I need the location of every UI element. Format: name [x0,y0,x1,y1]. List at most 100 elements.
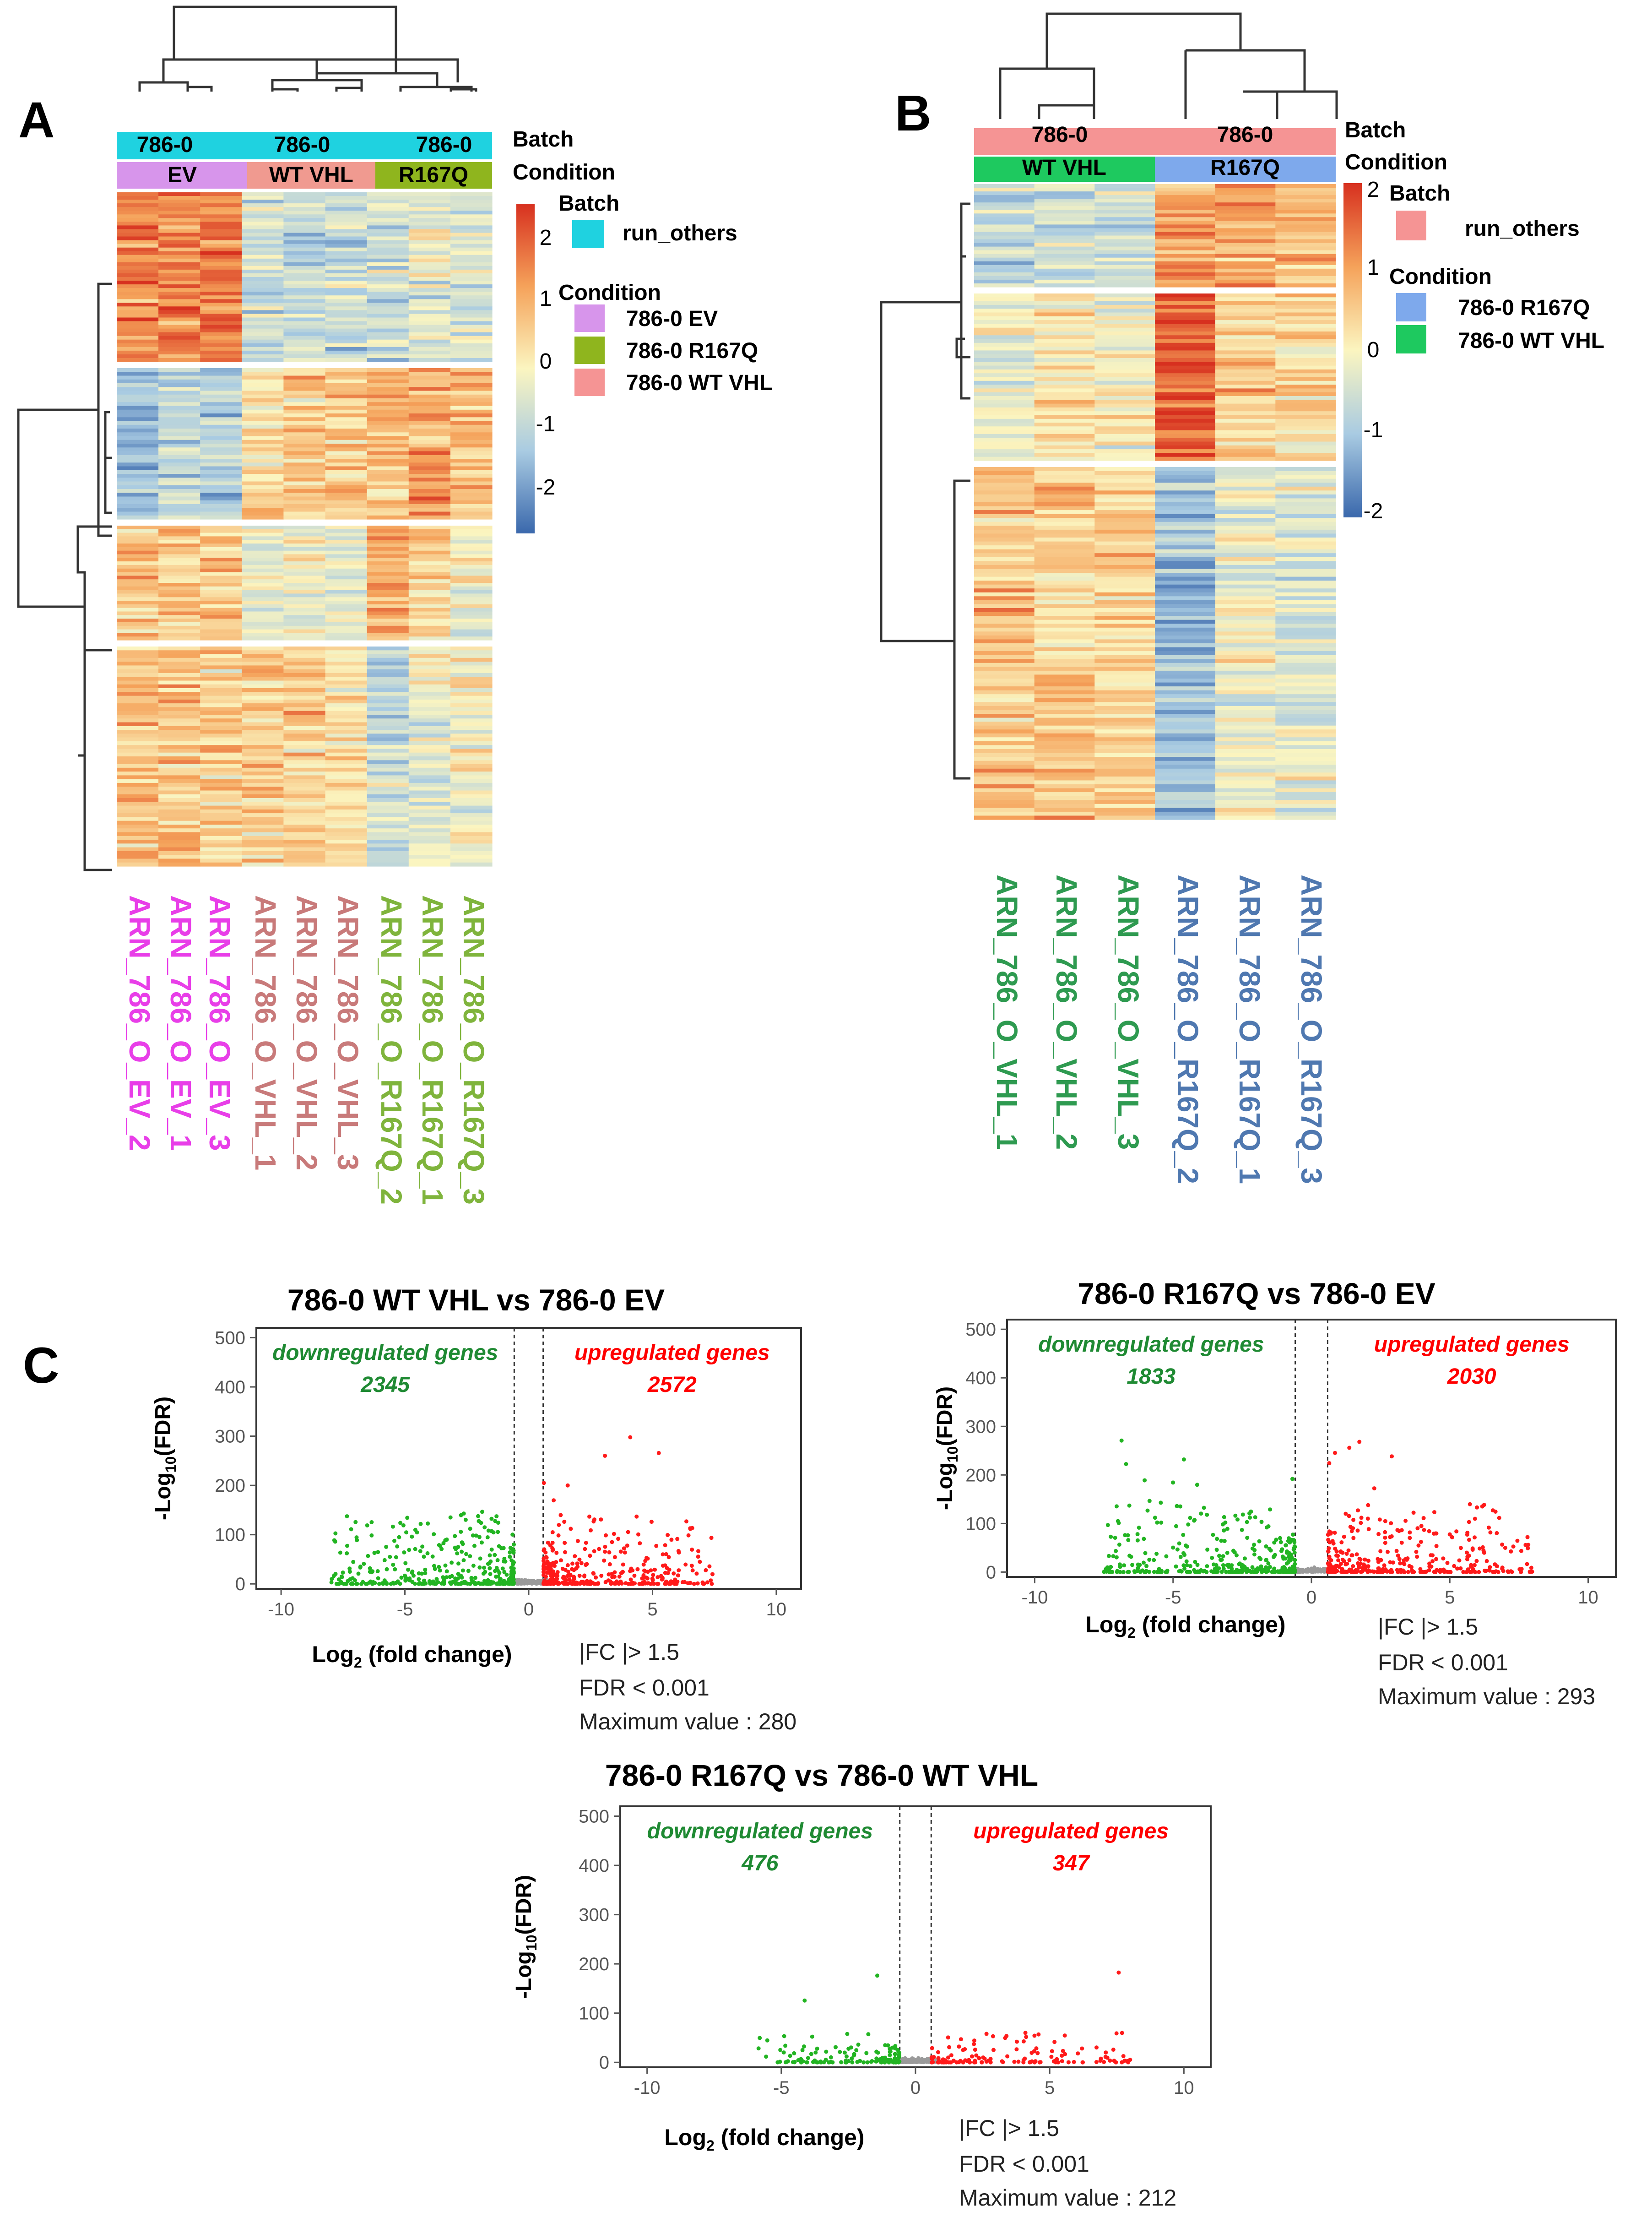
heatmap-cell [1215,331,1276,336]
heatmap-cell [242,696,284,700]
heatmap-cell [1094,733,1155,738]
heatmap-cell [974,616,1035,620]
point-up [649,1520,654,1524]
point-down [1186,1570,1191,1574]
batch-row-label-a: Batch [513,127,574,152]
point-up [572,1576,576,1581]
heatmap-cell [158,699,200,704]
heatmap-cell [325,579,368,583]
heatmap-cell [117,764,159,768]
heatmap-cell [450,572,493,576]
heatmap-cell [450,654,493,658]
point-down [1274,1538,1278,1542]
heatmap-cell [408,851,451,855]
heatmap-cell [325,273,368,277]
heatmap-cell [242,436,284,440]
point-down [418,1522,423,1526]
heatmap-cell [158,379,200,384]
heatmap-cell [117,711,159,715]
heatmap-cell [408,625,451,630]
heatmap-cell [242,277,284,281]
point-up [661,1564,665,1568]
point-up [1452,1564,1457,1568]
y-tick-label: 300 [215,1427,245,1447]
heatmap-cell [242,379,284,384]
heatmap-cell [242,406,284,410]
heatmap-cell [325,277,368,281]
heatmap-cell [200,229,242,233]
heatmap-cell [367,586,409,591]
heatmap-cell [325,440,368,444]
heatmap-cell [1094,293,1155,298]
heatmap-cell [158,240,200,245]
heatmap-cell [408,752,451,757]
heatmap-cell [1094,423,1155,427]
heatmap-cell [1094,445,1155,450]
heatmap-cell [117,787,159,791]
heatmap-cell [1094,426,1155,431]
heatmap-cell [242,244,284,248]
heatmap-cell [450,500,493,505]
heatmap-cell [450,192,493,196]
heatmap-cell [408,665,451,670]
heatmap-cell [367,343,409,348]
point-up [686,1533,691,1538]
heatmap-cell [325,368,368,372]
heatmap-cell [1275,498,1336,503]
heatmap-cell [325,211,368,215]
heatmap-cell [408,696,451,700]
point-up [1467,1538,1471,1542]
heatmap-cell [200,805,242,810]
heatmap-cell [408,192,451,196]
heatmap-cell [1094,811,1155,816]
point-down [477,1519,481,1523]
heatmap-cell [242,402,284,407]
heatmap-cell [158,662,200,666]
heatmap-cell [325,597,368,601]
point-up [1406,1570,1410,1574]
heatmap-cell [974,191,1035,196]
batch-block-label: 786-0 [137,133,193,157]
heatmap-cell [1094,498,1155,503]
heatmap-cell [1275,312,1336,317]
heatmap-cell [1094,365,1155,370]
heatmap-cell [242,284,284,288]
heatmap-cell [283,677,326,681]
point-up [563,1541,567,1545]
point-down [405,1516,410,1520]
point-down [485,1535,490,1539]
heatmap-cell [1215,335,1276,340]
heatmap-cell [1275,518,1336,522]
heatmap-cell [1275,342,1336,347]
point-down [511,1560,515,1564]
heatmap-cell [974,714,1035,718]
heatmap-cell [242,536,284,540]
heatmap-cell [367,262,409,266]
point-down [1221,1563,1225,1567]
heatmap-cell [1215,581,1276,585]
point-up [1523,1543,1528,1547]
heatmap-cell [200,625,242,630]
heatmap-cell [408,317,451,322]
heatmap-cell [283,550,326,555]
heatmap-cell [974,293,1035,298]
heatmap-cell [1034,569,1095,573]
heatmap-cell [1094,195,1155,199]
heatmap-cell [200,749,242,753]
heatmap-cell [242,339,284,344]
heatmap-cell [367,794,409,799]
heatmap-cell [450,813,493,817]
point-down [1221,1566,1226,1571]
heatmap-cell [283,462,326,467]
point-down [839,2060,844,2065]
heatmap-cell [1094,506,1155,511]
heatmap-cell [1094,768,1155,773]
heatmap-cell [283,745,326,750]
point-down [1240,1512,1245,1517]
sample-label: ARN_786_O_R167Q_3 [1295,875,1328,1184]
heatmap-cell [1215,471,1276,475]
heatmap-cell [450,828,493,833]
heatmap-cell [158,859,200,863]
point-up [584,1563,588,1567]
heatmap-cell [1155,698,1216,702]
